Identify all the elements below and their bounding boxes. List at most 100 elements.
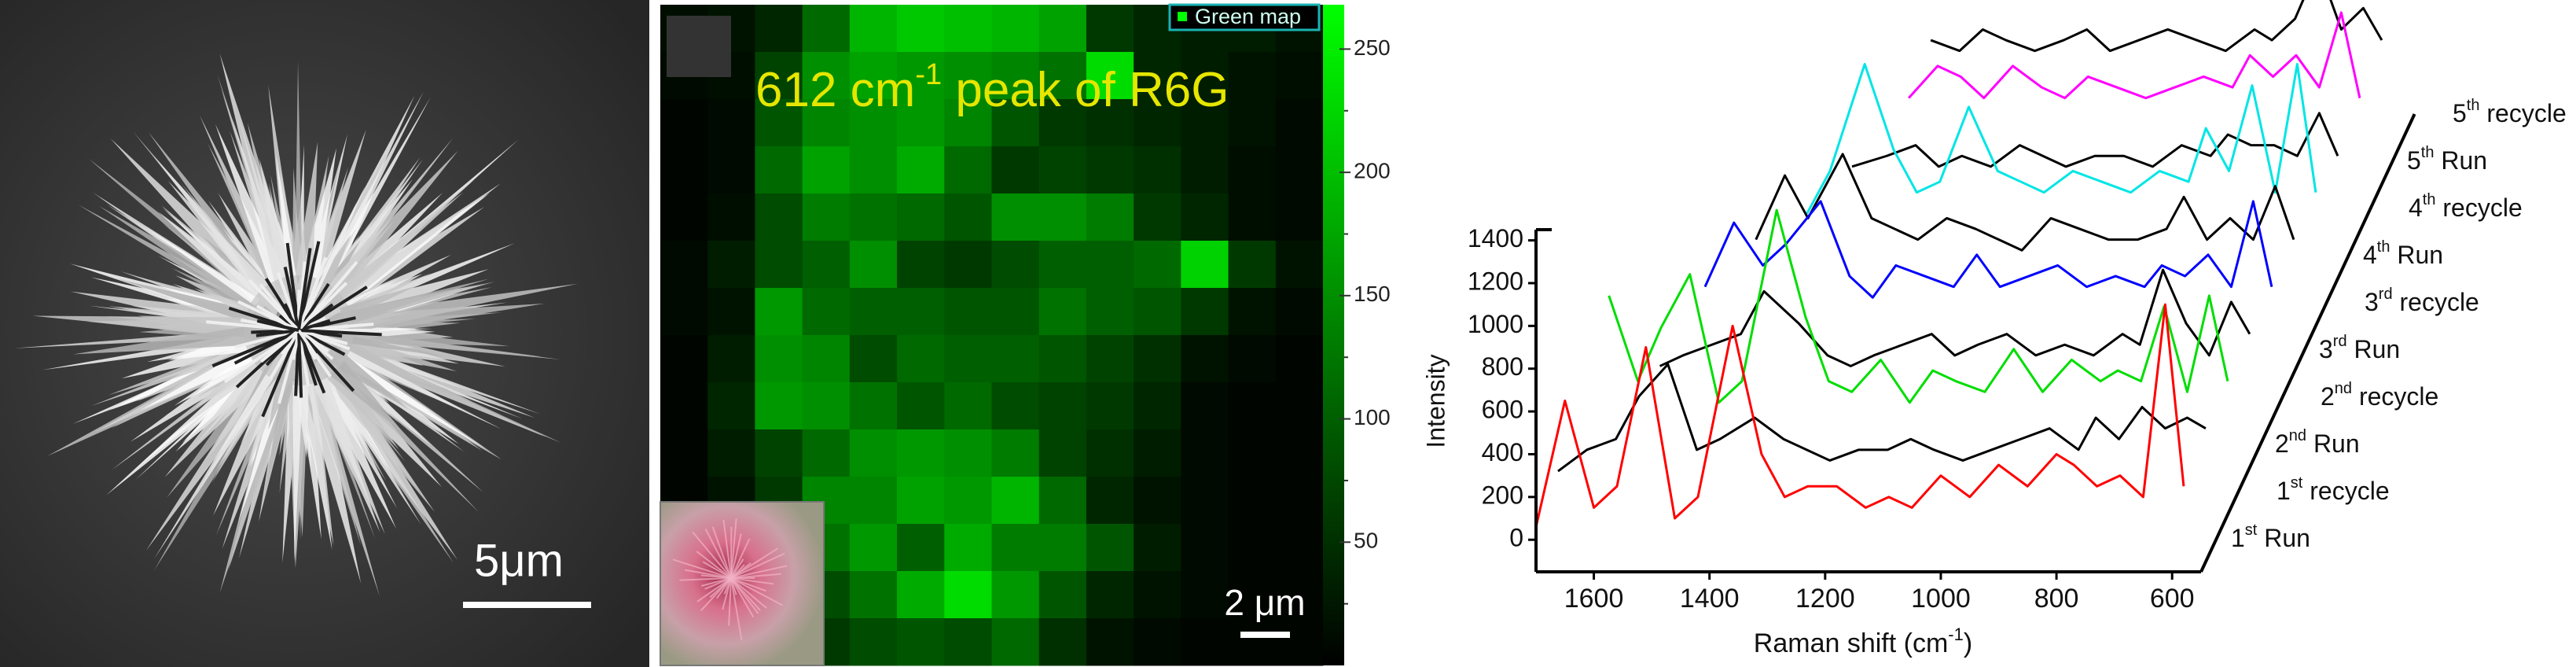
heat-cell — [1228, 477, 1277, 525]
heat-cell — [755, 52, 803, 100]
sem-spike — [295, 142, 318, 278]
heat-cell — [1275, 241, 1324, 289]
colorbar-tick-label: 250 — [1354, 35, 1391, 60]
heat-cell — [849, 477, 898, 525]
heat-cell — [802, 52, 851, 100]
sem-core-spike — [298, 329, 348, 345]
inset-fiber — [730, 577, 766, 592]
heat-cell — [1086, 241, 1134, 289]
heat-cell — [707, 335, 755, 383]
heat-cell — [802, 193, 851, 241]
heat-cell — [660, 241, 708, 289]
heat-cell — [944, 5, 992, 53]
heat-cell — [897, 146, 945, 194]
x-tick-label: 1000 — [1911, 584, 1971, 614]
x-tick-label: 1200 — [1795, 584, 1855, 614]
heat-cell — [944, 288, 992, 336]
sem-core-spike — [298, 329, 382, 337]
heat-cell — [849, 241, 898, 289]
series-label: 5th recycle — [2453, 97, 2567, 127]
heat-cell — [1086, 288, 1134, 336]
heat-cell — [944, 193, 992, 241]
heat-cell — [991, 429, 1040, 477]
heat-cell — [991, 477, 1040, 525]
spectrum-line — [1930, 0, 2383, 53]
heat-cell — [755, 99, 803, 147]
spectrum-line — [1851, 112, 2339, 168]
spectrum-line — [1755, 153, 2295, 252]
heat-cell — [1275, 99, 1324, 147]
sem-spike — [143, 226, 260, 306]
x-axis-label-text: Raman shift (cm — [1754, 628, 1949, 658]
sem-spike — [167, 180, 277, 304]
heat-cell — [1086, 477, 1134, 525]
heat-cell — [1275, 193, 1324, 241]
heat-cell — [1038, 335, 1087, 383]
inset-fiber — [730, 538, 751, 579]
heat-cell — [1086, 382, 1134, 430]
inset-fiber — [704, 529, 732, 579]
sem-core-spike — [256, 319, 299, 332]
heat-cell — [1275, 52, 1324, 100]
sem-spike — [91, 341, 257, 406]
x-tick-label: 600 — [2150, 584, 2195, 614]
heat-cell — [1086, 524, 1134, 572]
heat-cell — [707, 382, 755, 430]
heat-cell — [1086, 99, 1134, 147]
sem-spike — [323, 345, 409, 410]
heat-cell — [1228, 571, 1277, 619]
heat-cell — [991, 335, 1040, 383]
sem-spike — [348, 282, 495, 324]
sem-core-spike — [297, 329, 333, 378]
heat-cell — [1086, 335, 1134, 383]
sem-spike — [334, 337, 439, 389]
sem-spike — [140, 347, 255, 411]
sem-spike — [237, 380, 288, 523]
heat-cell — [802, 146, 851, 194]
heat-cell — [1134, 382, 1181, 430]
heat-cell — [849, 429, 898, 477]
heat-cell — [1181, 335, 1229, 383]
inset-fiber — [700, 577, 732, 611]
sem-spike — [32, 315, 256, 339]
heat-cell — [1038, 524, 1087, 572]
sem-spike — [275, 153, 299, 289]
heat-cell — [849, 193, 898, 241]
heat-cell — [660, 146, 708, 194]
colorbar-tick-label: 200 — [1354, 159, 1391, 183]
sem-spike — [316, 138, 454, 308]
sem-spike — [341, 354, 441, 418]
sem-spike — [315, 179, 475, 318]
heat-cell — [1038, 5, 1087, 53]
heat-cell — [1134, 241, 1181, 289]
inset-fiber — [730, 533, 742, 579]
sem-core-spike — [297, 330, 326, 394]
heat-cell — [755, 5, 803, 53]
heat-cell — [802, 5, 851, 53]
heat-cell — [849, 288, 898, 336]
sem-core-spike — [237, 300, 299, 332]
sem-spike — [329, 359, 404, 433]
heat-cell — [802, 241, 851, 289]
series-label: 5th Run — [2407, 144, 2487, 175]
heat-cell — [1134, 524, 1181, 572]
heat-cell — [755, 241, 803, 289]
heat-cell — [755, 146, 803, 194]
inset-fiber — [692, 531, 732, 579]
spectrum-line — [1608, 208, 2229, 404]
heat-cell — [1181, 146, 1229, 194]
heat-cell — [1038, 618, 1087, 666]
heat-cell — [802, 335, 851, 383]
sem-spike — [111, 343, 281, 470]
sem-spike — [78, 205, 270, 318]
heat-cell — [1038, 241, 1087, 289]
sem-core-spike — [248, 278, 300, 332]
y-tick-label: 1200 — [1468, 267, 1523, 295]
heat-cell — [802, 288, 851, 336]
spectrum-line — [1703, 200, 2273, 299]
colorbar-tick-label: 50 — [1354, 529, 1378, 553]
heat-cell — [897, 241, 945, 289]
sem-spike — [72, 322, 274, 355]
heat-cell — [802, 382, 851, 430]
